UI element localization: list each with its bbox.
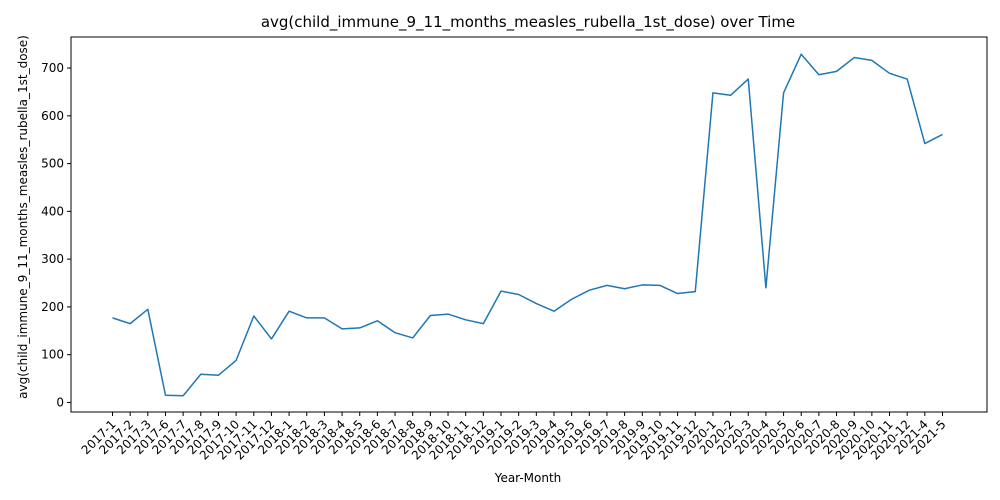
y-tick-label: 200 xyxy=(41,300,64,314)
y-tick-label: 400 xyxy=(41,204,64,218)
chart-title: avg(child_immune_9_11_months_measles_rub… xyxy=(261,13,795,32)
x-axis-ticks: 2017-12017-22017-32017-62017-72017-82017… xyxy=(79,412,949,463)
y-axis-label: avg(child_immune_9_11_months_measles_rub… xyxy=(16,35,30,399)
x-axis-label: Year-Month xyxy=(494,471,562,485)
y-tick-label: 100 xyxy=(41,348,64,362)
y-tick-label: 600 xyxy=(41,109,64,123)
y-tick-label: 0 xyxy=(56,395,64,409)
y-tick-label: 300 xyxy=(41,252,64,266)
y-tick-label: 500 xyxy=(41,157,64,171)
series-layer xyxy=(112,53,943,397)
y-tick-label: 700 xyxy=(41,61,64,75)
series-line xyxy=(112,53,943,397)
y-axis-ticks: 0 100 200 300 400 500 600 700 xyxy=(41,61,71,409)
plot-frame xyxy=(70,36,988,413)
